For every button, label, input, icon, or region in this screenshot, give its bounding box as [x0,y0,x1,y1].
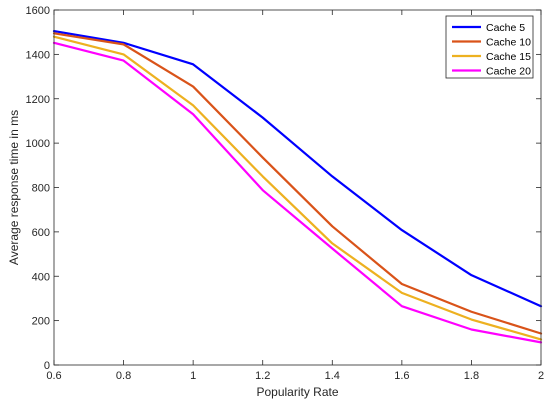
x-axis-ticks: 0.6 0.8 1 1.2 1.4 1.6 1.8 2 [46,10,544,382]
y-axis-ticks: 0 200 400 600 800 1000 1200 1400 1600 [26,5,541,372]
legend-label: Cache 20 [486,66,531,78]
series-line-cache-5 [52,29,543,308]
y-tick-label: 200 [32,316,50,328]
x-axis-label: Popularity Rate [256,385,338,399]
x-tick-label: 1.6 [394,370,409,382]
legend: Cache 5 Cache 10 Cache 15 Cache 20 [445,15,534,79]
x-tick-label: 1 [190,370,196,382]
series-line-cache-20 [52,41,543,344]
y-tick-label: 0 [44,360,50,372]
x-tick-label: 1.8 [464,370,479,382]
y-tick-label: 1400 [26,49,50,61]
y-tick-label: 600 [32,227,50,239]
series-line-cache-15 [52,35,543,341]
x-tick-label: 0.6 [46,370,61,382]
y-tick-label: 1000 [26,138,50,150]
series-line-cache-10 [52,32,543,335]
legend-label: Cache 15 [486,51,531,63]
y-tick-label: 1600 [26,5,50,17]
x-tick-label: 2 [538,370,544,382]
y-tick-label: 400 [32,271,50,283]
x-tick-label: 1.4 [325,370,340,382]
x-tick-label: 1.2 [255,370,270,382]
y-tick-label: 1200 [26,94,50,106]
y-tick-label: 800 [32,183,50,195]
series-layer [52,29,543,344]
legend-label: Cache 5 [486,22,525,34]
legend-label: Cache 10 [486,37,531,49]
x-tick-label: 0.8 [116,370,131,382]
y-axis-label: Average response time in ms [7,110,21,265]
